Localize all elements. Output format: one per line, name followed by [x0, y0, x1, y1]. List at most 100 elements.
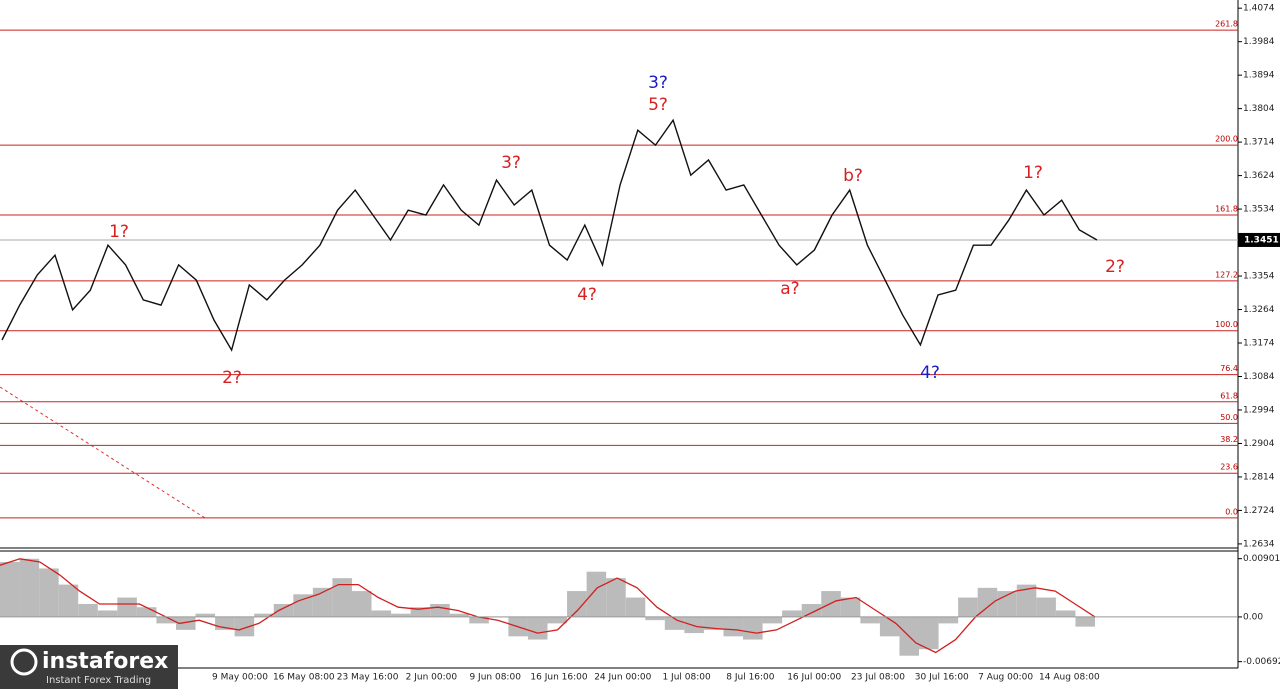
x-tick-label: 8 Jul 16:00 [726, 673, 775, 683]
price-line [1, 118, 1098, 352]
trend-line [0, 386, 206, 519]
osc-bar [547, 616, 568, 624]
osc-bar [801, 604, 822, 617]
osc-bar [136, 607, 157, 617]
osc-bar [1075, 616, 1095, 627]
x-tick-label: 9 Jun 08:00 [469, 673, 521, 683]
y-tick-label: 1.3714 [1243, 138, 1275, 148]
osc-bar [156, 616, 176, 624]
x-tick-label: 2 Jun 00:00 [406, 673, 458, 683]
fib-label: 0.0 [1225, 507, 1238, 516]
logo-tagline: Instant Forex Trading [46, 675, 151, 686]
wave-label: a? [780, 279, 799, 299]
osc-bar [840, 597, 861, 617]
fib-label: 76.4 [1220, 364, 1238, 373]
osc-bar [117, 597, 137, 617]
osc-bar [1055, 610, 1076, 617]
osc-bar [782, 610, 802, 617]
osc-bar [293, 594, 313, 617]
osc-bar [919, 616, 939, 650]
osc-bar [684, 616, 704, 634]
wave-label: 3? [648, 73, 668, 93]
x-tick-label: 14 Aug 08:00 [1039, 673, 1100, 683]
osc-bar [0, 561, 20, 617]
osc-bar [19, 558, 40, 617]
osc-bar [332, 578, 352, 617]
x-tick-label: 9 May 00:00 [212, 673, 268, 683]
osc-bar [351, 591, 372, 617]
y-tick-label: 1.2634 [1243, 539, 1275, 549]
osc-bar [273, 604, 294, 617]
osc-bar [938, 616, 959, 624]
y-tick-label: 1.3624 [1243, 171, 1275, 181]
osc-bar [78, 604, 98, 617]
osc-bar [703, 616, 724, 630]
y-tick-label: 1.3894 [1243, 71, 1275, 81]
y-tick-label: 1.3174 [1243, 339, 1275, 349]
wave-label: 4? [920, 363, 940, 383]
y-tick-label: 1.2994 [1243, 405, 1275, 415]
osc-bar [234, 616, 255, 637]
osc-bar [430, 604, 450, 617]
osc-tick-label: -0.00692 [1243, 657, 1280, 667]
current-price-box [1238, 232, 1280, 247]
fib-label: 23.6 [1220, 463, 1238, 472]
y-tick-label: 1.2904 [1243, 439, 1275, 449]
y-tick-label: 1.4074 [1243, 4, 1275, 14]
osc-tick-label: 0.00901 [1243, 554, 1280, 564]
osc-bar [39, 568, 59, 617]
osc-bar [586, 571, 607, 617]
osc-bar [1036, 597, 1056, 617]
wave-label: 2? [1105, 257, 1125, 277]
osc-bar [469, 616, 489, 624]
osc-bar [175, 616, 196, 630]
logo-name: instaforex [42, 649, 168, 674]
osc-bar [391, 613, 411, 617]
wave-label: 2? [222, 368, 242, 388]
fib-label: 127.2 [1215, 270, 1238, 279]
current-price-label: 1.3451 [1244, 235, 1279, 245]
y-tick-label: 1.3264 [1243, 305, 1275, 315]
osc-bar [743, 616, 763, 640]
osc-bar [762, 616, 783, 624]
fib-label: 38.2 [1220, 435, 1238, 444]
y-tick-label: 1.2724 [1243, 506, 1275, 516]
wave-label: 1? [1023, 163, 1043, 183]
osc-bar [449, 613, 470, 617]
x-tick-label: 7 Aug 00:00 [978, 673, 1033, 683]
y-tick-label: 1.3984 [1243, 37, 1275, 47]
x-tick-label: 16 Jul 00:00 [787, 673, 841, 683]
wave-label: 1? [109, 222, 129, 242]
osc-bar [527, 616, 548, 640]
osc-bar [723, 616, 744, 637]
wave-label: 5? [648, 95, 668, 115]
osc-bar [958, 597, 978, 617]
x-tick-label: 23 Jul 08:00 [851, 673, 905, 683]
wave-label: b? [843, 166, 863, 186]
osc-bar [371, 610, 392, 617]
x-tick-label: 23 May 16:00 [337, 673, 399, 683]
y-tick-label: 1.3534 [1243, 205, 1275, 215]
y-tick-label: 1.3084 [1243, 372, 1275, 382]
fib-label: 61.8 [1220, 391, 1238, 400]
osc-bar [664, 616, 685, 630]
x-tick-label: 16 May 08:00 [273, 673, 335, 683]
y-tick-label: 1.3354 [1243, 272, 1275, 282]
x-tick-label: 16 Jun 16:00 [530, 673, 587, 683]
fib-label: 50.0 [1220, 413, 1238, 422]
x-tick-label: 1 Jul 08:00 [662, 673, 711, 683]
osc-bar [860, 616, 880, 624]
x-tick-label: 24 Jun 00:00 [594, 673, 651, 683]
osc-bar [567, 591, 587, 617]
fib-label: 200.0 [1215, 135, 1238, 144]
osc-signal [0, 558, 1096, 654]
x-tick-label: 30 Jul 16:00 [915, 673, 969, 683]
osc-tick-label: 0.00 [1243, 612, 1263, 622]
osc-bar [410, 607, 431, 617]
osc-bar [195, 613, 216, 617]
y-tick-label: 1.2814 [1243, 472, 1275, 482]
osc-bar [606, 578, 626, 617]
